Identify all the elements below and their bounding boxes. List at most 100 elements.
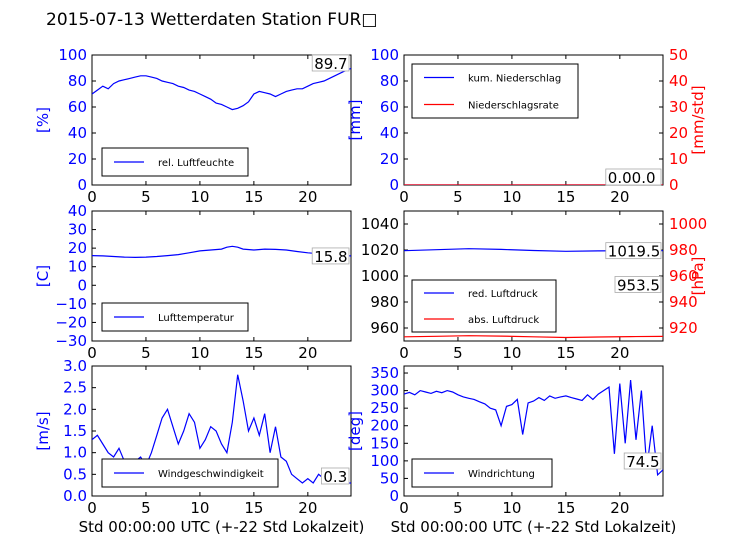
y-tick-label: 200 <box>370 417 399 435</box>
y-tick-label: 30 <box>68 221 87 239</box>
y-tick-label: 80 <box>380 72 399 90</box>
y-tick-label-right: 0 <box>669 176 679 194</box>
legend-box <box>411 63 579 119</box>
y-tick-label: 0 <box>389 487 399 505</box>
value-label: 0.3 <box>323 468 347 486</box>
x-tick-label: 20 <box>610 499 629 517</box>
y-axis-label: [deg] <box>346 411 364 451</box>
y-tick-label-right: 920 <box>669 319 698 337</box>
y-tick-label: 60 <box>380 98 399 116</box>
y-tick-label: 10 <box>68 258 87 276</box>
value-label-box <box>614 276 662 293</box>
x-tick-label: 5 <box>141 499 151 517</box>
legend-entry: Windrichtung <box>468 469 535 480</box>
subplot-4: 0 5 10 15 20 960 980 1000 1020 1040 920 940 960 980 10… <box>361 210 707 362</box>
y-tick-label: 100 <box>370 452 399 470</box>
legend-entry: abs. Luftdruck <box>468 315 539 326</box>
y-tick-label-right: 10 <box>669 150 688 168</box>
y-tick-label: 80 <box>68 72 87 90</box>
y-tick-label-right: 940 <box>669 293 698 311</box>
y-tick-label-right: 980 <box>669 241 698 259</box>
y-tick-label: 0.0 <box>63 487 87 505</box>
y-tick-label: −10 <box>55 295 87 313</box>
y-tick-label: 2.5 <box>63 379 87 397</box>
figure-title: 2015-07-13 Wetterdaten Station FUR□ <box>46 10 378 30</box>
y-tick-label: 1000 <box>361 267 399 285</box>
legend-entry: Niederschlagsrate <box>468 101 559 112</box>
subplot-3: 0 5 10 15 20−30−20−10010203040[C]Lufttempera… <box>34 202 352 362</box>
x-tick-label: 20 <box>298 188 317 206</box>
y-tick-label: 40 <box>380 124 399 142</box>
y-axis-label: [%] <box>34 107 52 133</box>
y-tick-label: 1.5 <box>63 422 87 440</box>
x-tick-label: 5 <box>453 499 463 517</box>
x-tick-label: 0 <box>399 188 409 206</box>
legend-entry: red. Luftdruck <box>468 289 538 300</box>
value-label-box <box>605 242 662 260</box>
y-tick-label-right: 40 <box>669 72 688 90</box>
y-tick-label: −20 <box>55 313 87 331</box>
x-tick-label: 5 <box>141 188 151 206</box>
y-tick-label: 1020 <box>361 241 399 259</box>
x-axis-label: Std 00:00:00 UTC (+-22 Std Lokalzeit) <box>391 518 677 536</box>
x-tick-label: 15 <box>556 344 575 362</box>
y-tick-label: 0.5 <box>63 465 87 483</box>
y-axis-label-right: [hPa] <box>689 257 707 296</box>
y-axis-label-right: [mm/std] <box>689 85 707 154</box>
y-tick-label: 960 <box>370 319 399 337</box>
value-label: 0.00.0 <box>608 169 656 187</box>
y-tick-label-right: 1000 <box>669 215 707 233</box>
x-tick-label: 10 <box>190 499 209 517</box>
value-label: 1019.5 <box>608 243 661 261</box>
subplot-5: 0 5 10 15 20 0.0 0.5 1.0 1.5 2.0 2.5 3.0 [m/s] Std 00… <box>34 357 364 536</box>
x-tick-label: 15 <box>244 188 263 206</box>
x-tick-label: 20 <box>298 344 317 362</box>
y-tick-label: 150 <box>370 434 399 452</box>
x-tick-label: 20 <box>610 188 629 206</box>
y-tick-label: 250 <box>370 399 399 417</box>
x-tick-label: 20 <box>298 499 317 517</box>
y-tick-label: 20 <box>380 150 399 168</box>
legend-box <box>411 279 557 333</box>
x-tick-label: 0 <box>87 188 97 206</box>
x-tick-label: 0 <box>87 499 97 517</box>
y-tick-label: −30 <box>55 332 87 350</box>
x-tick-label: 10 <box>190 188 209 206</box>
y-tick-label: 1040 <box>361 215 399 233</box>
y-tick-label: 40 <box>68 202 87 220</box>
y-tick-label: 2.0 <box>63 400 87 418</box>
y-tick-label-right: 20 <box>669 124 688 142</box>
value-label-box <box>311 54 350 72</box>
series-line-2 <box>404 335 663 339</box>
subplot-2: 0 5 10 15 20 0 20 40 60 80 100 0 10 20 30 40 50 [mm] [mm/s… <box>346 46 707 206</box>
x-tick-label: 0 <box>87 344 97 362</box>
value-label-box <box>605 168 662 186</box>
series-line-1 <box>404 380 663 477</box>
y-tick-label: 0 <box>77 276 87 294</box>
value-label-box <box>320 467 350 485</box>
x-tick-label: 10 <box>190 344 209 362</box>
y-tick-label-right: 50 <box>669 46 688 64</box>
value-label: 15.8 <box>314 248 347 266</box>
y-tick-label-right: 30 <box>669 98 688 116</box>
value-label: 89.7 <box>314 55 347 73</box>
y-tick-label: 20 <box>68 150 87 168</box>
x-tick-label: 5 <box>453 188 463 206</box>
y-tick-label: 3.0 <box>63 357 87 375</box>
x-tick-label: 0 <box>399 499 409 517</box>
value-label: 74.5 <box>626 453 659 471</box>
y-tick-label: 50 <box>380 469 399 487</box>
legend-entry: Lufttemperatur <box>158 313 235 324</box>
value-label: 953.5 <box>617 276 660 294</box>
y-tick-label: 100 <box>58 46 87 64</box>
x-tick-label: 15 <box>244 344 263 362</box>
x-tick-label: 5 <box>141 344 151 362</box>
series-line-1 <box>92 67 351 111</box>
x-axis-label: Std 00:00:00 UTC (+-22 Std Lokalzeit) <box>79 518 365 536</box>
x-tick-label: 15 <box>556 188 575 206</box>
y-tick-label: 100 <box>370 46 399 64</box>
legend-entry: Windgeschwindigkeit <box>158 469 264 480</box>
x-tick-label: 10 <box>502 188 521 206</box>
